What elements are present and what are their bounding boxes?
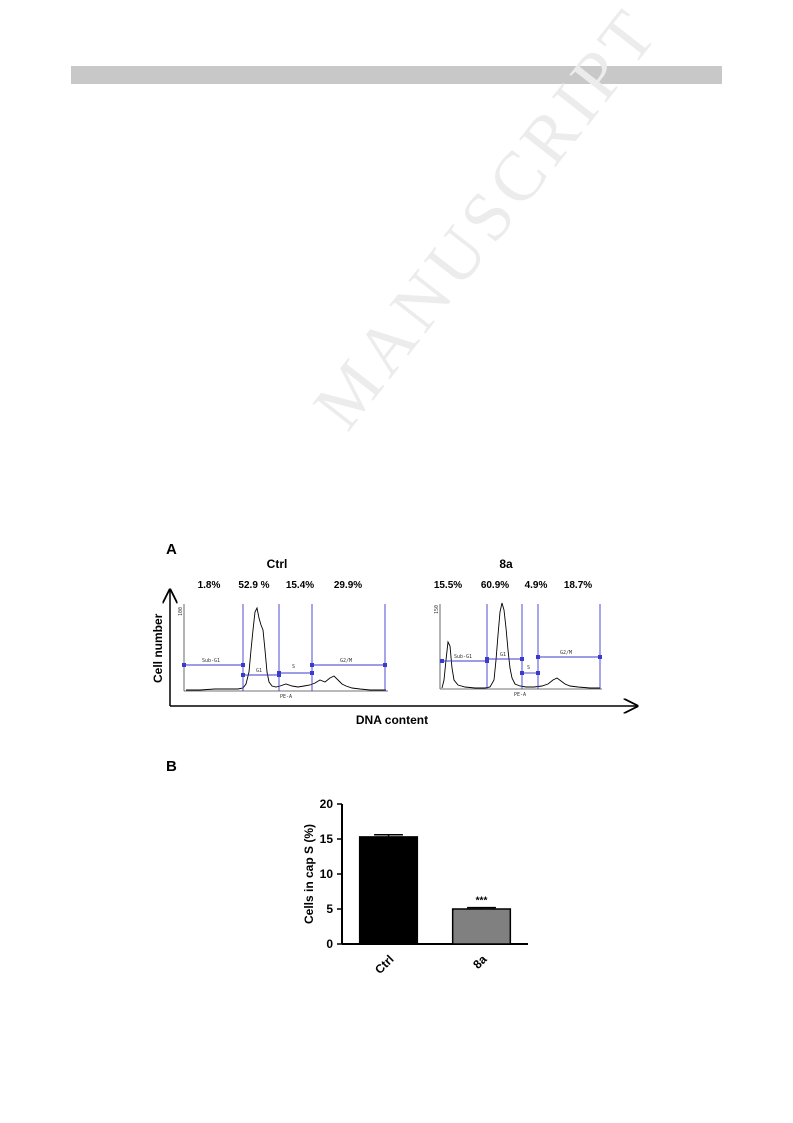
histogram-curve	[186, 606, 386, 691]
y-tick-label: 5	[326, 902, 333, 916]
gate-label-g2m: G2/M	[340, 658, 352, 664]
pct-g2m: 29.9%	[334, 580, 362, 591]
panel-b-letter: B	[166, 758, 177, 775]
x-tick-label: 8a	[470, 952, 490, 972]
histogram-curve	[441, 602, 600, 689]
y-tick-label: 10	[320, 867, 334, 881]
gate-label-s: S	[292, 664, 295, 670]
histogram-ctrl: Ctrl 1.8% 52.9 % 15.4% 29.9% 100 PE-A	[178, 557, 388, 700]
gate-label-s: S	[527, 665, 530, 671]
y-tick-label: 15	[320, 832, 334, 846]
gate-label-g1: G1	[500, 652, 506, 658]
pct-subg1: 15.5%	[434, 580, 462, 591]
gate-label-subg1: Sub-G1	[454, 654, 472, 660]
gate-label-g1: G1	[256, 668, 262, 674]
histogram-8a: 8a 15.5% 60.9% 4.9% 18.7% 150 PE-A Sub-G…	[434, 557, 602, 698]
pct-g1: 60.9%	[481, 580, 509, 591]
y-max-label: 100	[178, 607, 184, 616]
histogram-title: 8a	[499, 557, 513, 571]
y-axis-label: Cells in cap S (%)	[302, 824, 316, 924]
x-axis-label: PE-A	[514, 692, 526, 698]
y-max-label: 150	[434, 605, 440, 614]
header-bar	[71, 66, 722, 84]
x-axis-label: PE-A	[280, 694, 292, 700]
dna-content-label: DNA content	[356, 713, 428, 727]
cell-number-label: Cell number	[151, 613, 165, 683]
panel-a-letter: A	[166, 541, 177, 558]
pct-subg1: 1.8%	[198, 580, 221, 591]
y-tick-label: 0	[326, 937, 333, 951]
significance-label: ***	[476, 896, 488, 907]
bar-chart: 0 5 10 15 20 Cells in cap S (%) Ctrl 8a ***	[302, 797, 528, 977]
histogram-title: Ctrl	[267, 557, 288, 571]
gate-label-g2m: G2/M	[560, 650, 572, 656]
bar-ctrl	[358, 836, 419, 945]
bar-8a	[451, 908, 512, 945]
pct-s: 4.9%	[525, 580, 548, 591]
pct-s: 15.4%	[286, 580, 314, 591]
pct-g2m: 18.7%	[564, 580, 592, 591]
pct-g1: 52.9 %	[238, 580, 269, 591]
gate-label-subg1: Sub-G1	[202, 658, 220, 664]
x-tick-label: Ctrl	[372, 952, 397, 977]
y-tick-label: 20	[320, 797, 334, 811]
